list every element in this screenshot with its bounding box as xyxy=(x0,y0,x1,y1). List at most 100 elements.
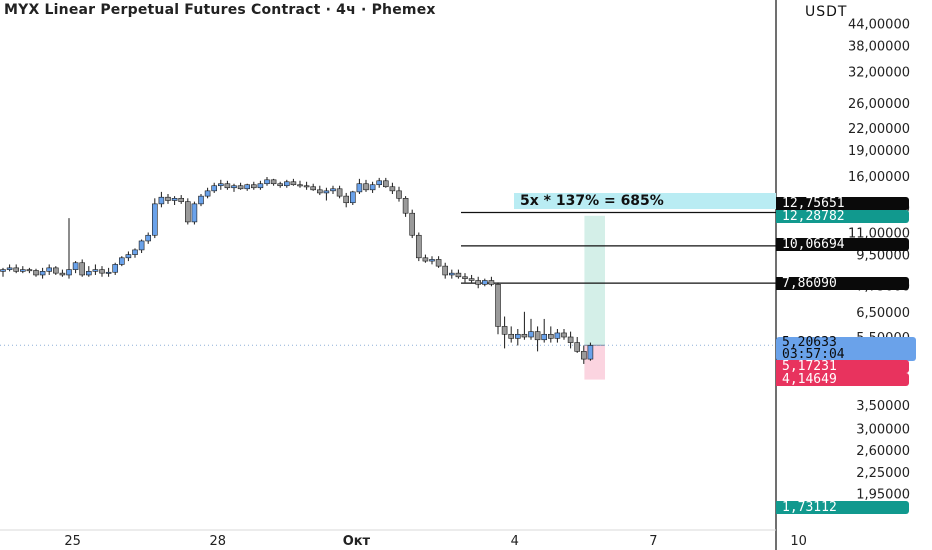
candle-body xyxy=(138,240,145,251)
y-tick-label: 26,00000 xyxy=(848,97,910,112)
candle-body xyxy=(369,184,376,191)
candle-body xyxy=(382,180,389,188)
candle-body xyxy=(270,179,277,185)
candle-body xyxy=(547,333,554,339)
x-tick-label: Окт xyxy=(343,534,371,549)
candle-body xyxy=(26,269,33,272)
candle-body xyxy=(336,188,343,197)
candle-body xyxy=(86,271,92,276)
candle-body xyxy=(290,181,297,186)
candle-body xyxy=(508,333,515,339)
candle-body xyxy=(310,186,317,191)
candle-body xyxy=(521,333,528,338)
stop-price-tag: 4,14649 xyxy=(776,373,909,386)
y-tick-label: 9,50000 xyxy=(856,249,910,264)
entry-price-tag: 5,17231 xyxy=(776,360,909,373)
candle-countdown: 03:57:04 xyxy=(782,347,845,362)
candle-body xyxy=(178,198,184,202)
target-zone xyxy=(584,215,605,346)
candle-body xyxy=(481,280,488,285)
x-tick-label: 25 xyxy=(64,534,81,549)
candle-body xyxy=(158,196,165,205)
candle-body xyxy=(303,185,310,188)
candle-body xyxy=(171,198,178,201)
price-tag-7861: 7,86090 xyxy=(776,277,909,290)
candle-body xyxy=(587,345,594,360)
candle-body xyxy=(501,326,508,335)
x-tick-label: 10 xyxy=(790,534,807,549)
candle-body xyxy=(119,257,125,265)
candle-body xyxy=(72,262,79,270)
low-price-tag: 1,73112 xyxy=(776,501,909,514)
candle-body xyxy=(316,189,323,194)
candle-body xyxy=(59,272,66,276)
x-tick-label: 4 xyxy=(511,534,519,549)
candle-body xyxy=(152,203,158,236)
candle-body xyxy=(112,264,118,273)
candle-body xyxy=(389,186,396,192)
stop-zone xyxy=(584,345,605,380)
candle-body xyxy=(33,270,39,276)
candle-body xyxy=(132,249,138,255)
candle-body xyxy=(349,191,356,204)
candle-body xyxy=(125,254,132,259)
candle-body xyxy=(198,195,204,205)
candle-body xyxy=(79,262,85,276)
y-tick-label: 6,50000 xyxy=(856,306,910,321)
candle-body xyxy=(488,280,495,285)
candle-body xyxy=(534,331,541,341)
candle-body xyxy=(448,272,455,276)
y-tick-label: 3,00000 xyxy=(856,422,910,437)
y-tick-label: 19,00000 xyxy=(848,144,910,159)
price-tag-12756: 12,75651 xyxy=(776,197,909,210)
candle-body xyxy=(514,333,521,339)
candle-body xyxy=(66,269,72,276)
price-tag-10067: 10,06694 xyxy=(776,238,909,251)
candle-body xyxy=(363,183,369,191)
candle-body xyxy=(6,267,13,270)
candle-body xyxy=(0,269,6,272)
candle-body xyxy=(415,234,422,259)
target-price-tag: 12,28782 xyxy=(776,210,909,223)
x-tick-label: 7 xyxy=(649,534,657,549)
candle-body xyxy=(475,280,482,285)
y-tick-label: 32,00000 xyxy=(848,65,910,80)
current-price-tag: 5,20633 03:57:04 xyxy=(776,335,916,362)
risk-reward-annotation[interactable]: 5x * 137% = 685% xyxy=(514,193,776,209)
candle-body xyxy=(283,181,290,187)
candle-body xyxy=(429,259,435,262)
candle-body xyxy=(19,269,26,272)
candle-body xyxy=(442,265,449,276)
candle-body xyxy=(396,190,402,199)
candle-body xyxy=(257,183,264,189)
candle-body xyxy=(191,203,198,223)
candle-body xyxy=(468,278,475,281)
candle-body xyxy=(376,180,383,186)
candle-body xyxy=(561,332,567,338)
candle-body xyxy=(409,212,416,236)
candle-body xyxy=(244,184,250,190)
y-tick-label: 11,00000 xyxy=(848,226,910,241)
candle-body xyxy=(251,184,257,189)
candle-body xyxy=(541,333,548,341)
candle-body xyxy=(185,201,191,223)
candle-body xyxy=(165,196,171,201)
candle-body xyxy=(422,257,429,262)
candle-body xyxy=(204,190,211,197)
candle-body xyxy=(323,190,330,194)
candle-body xyxy=(224,183,231,189)
candle-body xyxy=(231,185,237,189)
current-price-value: 5,20633 xyxy=(782,335,837,350)
candle-body xyxy=(330,188,336,192)
y-tick-label: 1,95000 xyxy=(856,487,910,502)
chart-title: MYX Linear Perpetual Futures Contract · … xyxy=(4,2,436,18)
candle-body xyxy=(402,198,409,214)
candle-body xyxy=(455,272,462,278)
y-tick-label: 44,00000 xyxy=(848,17,910,32)
candle-body xyxy=(52,267,59,274)
candle-body xyxy=(105,271,112,274)
candle-body xyxy=(554,332,561,339)
candle-body xyxy=(145,234,151,242)
